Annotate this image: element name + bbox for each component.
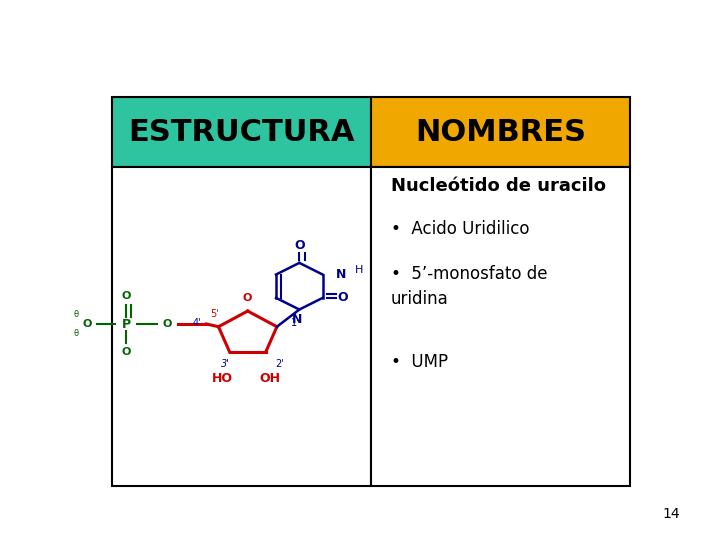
Text: 3': 3' [222, 359, 230, 368]
Text: O: O [294, 239, 305, 252]
Text: NOMBRES: NOMBRES [415, 118, 586, 147]
Text: 14: 14 [663, 507, 680, 521]
Bar [371, 167, 630, 486]
Text: HO: HO [212, 372, 233, 384]
Text: O: O [82, 319, 91, 329]
Text: θ: θ [73, 329, 78, 338]
Text: 5': 5' [210, 309, 219, 319]
Text: Nucleótido de uracilo: Nucleótido de uracilo [391, 177, 606, 195]
Text: ESTRUCTURA: ESTRUCTURA [128, 118, 354, 147]
Text: 1': 1' [291, 319, 300, 328]
Text: P: P [122, 318, 130, 330]
Text: O: O [121, 292, 131, 301]
Text: 2': 2' [275, 359, 284, 368]
Text: O: O [337, 292, 348, 305]
Text: O: O [163, 319, 172, 329]
Text: H: H [354, 265, 363, 275]
Bar [112, 167, 371, 486]
Text: •  5’-monosfato de
uridina: • 5’-monosfato de uridina [391, 265, 547, 308]
Text: N: N [336, 268, 346, 281]
Text: 4': 4' [193, 319, 202, 328]
Text: OH: OH [259, 372, 280, 384]
Text: O: O [243, 293, 253, 303]
Text: θ: θ [73, 310, 78, 320]
Text: N: N [292, 313, 302, 326]
Text: O: O [121, 347, 131, 356]
Bar [112, 97, 371, 167]
Bar [371, 97, 630, 167]
Text: •  Acido Uridilico: • Acido Uridilico [391, 220, 529, 239]
Text: •  UMP: • UMP [391, 353, 448, 371]
